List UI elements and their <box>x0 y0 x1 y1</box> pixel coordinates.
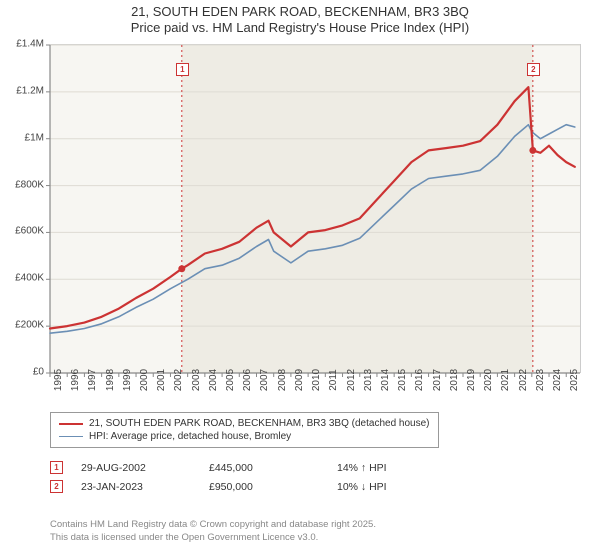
info-price: £950,000 <box>209 481 319 493</box>
x-tick-label: 2018 <box>449 369 460 391</box>
x-tick-label: 2012 <box>346 369 357 391</box>
x-tick-label: 1995 <box>53 369 64 391</box>
x-tick-label: 2006 <box>242 369 253 391</box>
info-table: 1 29-AUG-2002 £445,000 14% ↑ HPI 2 23-JAN-202… <box>50 458 447 496</box>
x-tick-label: 2020 <box>483 369 494 391</box>
x-tick-label: 2024 <box>552 369 563 391</box>
legend-label: 21, SOUTH EDEN PARK ROAD, BECKENHAM, BR3… <box>89 418 430 429</box>
footer-line-1: Contains HM Land Registry data © Crown c… <box>50 519 376 531</box>
x-tick-label: 2019 <box>466 369 477 391</box>
footer: Contains HM Land Registry data © Crown c… <box>50 519 376 544</box>
x-tick-label: 2017 <box>432 369 443 391</box>
x-tick-label: 2023 <box>535 369 546 391</box>
y-tick-label: £1M <box>25 132 44 143</box>
info-date: 29-AUG-2002 <box>81 462 191 474</box>
x-tick-label: 2013 <box>363 369 374 391</box>
x-tick-label: 2022 <box>518 369 529 391</box>
info-row: 2 23-JAN-2023 £950,000 10% ↓ HPI <box>50 477 447 496</box>
info-marker: 2 <box>50 480 63 493</box>
title-line-1: 21, SOUTH EDEN PARK ROAD, BECKENHAM, BR3… <box>0 4 600 20</box>
y-tick-label: £800K <box>15 179 44 190</box>
legend-swatch <box>59 436 83 437</box>
chart-marker-1: 1 <box>176 63 189 76</box>
info-delta: 10% ↓ HPI <box>337 481 447 493</box>
info-marker: 1 <box>50 461 63 474</box>
x-tick-label: 2000 <box>139 369 150 391</box>
legend-label: HPI: Average price, detached house, Brom… <box>89 431 291 442</box>
footer-line-2: This data is licensed under the Open Gov… <box>50 532 376 544</box>
x-tick-label: 1999 <box>122 369 133 391</box>
x-tick-label: 2009 <box>294 369 305 391</box>
legend-row: HPI: Average price, detached house, Brom… <box>59 430 430 443</box>
x-tick-label: 2004 <box>208 369 219 391</box>
title-line-2: Price paid vs. HM Land Registry's House … <box>0 20 600 36</box>
y-tick-label: £0 <box>33 367 44 378</box>
y-tick-label: £400K <box>15 273 44 284</box>
info-price: £445,000 <box>209 462 319 474</box>
chart-container: 21, SOUTH EDEN PARK ROAD, BECKENHAM, BR3… <box>0 0 600 560</box>
info-date: 23-JAN-2023 <box>81 481 191 493</box>
x-tick-label: 2001 <box>156 369 167 391</box>
x-tick-label: 2011 <box>328 369 339 391</box>
x-tick-label: 2005 <box>225 369 236 391</box>
legend-swatch <box>59 423 83 425</box>
x-tick-label: 2016 <box>414 369 425 391</box>
y-tick-label: £1.2M <box>16 85 44 96</box>
legend: 21, SOUTH EDEN PARK ROAD, BECKENHAM, BR3… <box>50 412 439 448</box>
x-tick-label: 2014 <box>380 369 391 391</box>
plot-svg <box>45 44 581 378</box>
x-tick-label: 2025 <box>569 369 580 391</box>
chart-area <box>50 44 581 373</box>
x-tick-label: 1998 <box>105 369 116 391</box>
y-tick-label: £200K <box>15 320 44 331</box>
info-row: 1 29-AUG-2002 £445,000 14% ↑ HPI <box>50 458 447 477</box>
info-delta: 14% ↑ HPI <box>337 462 447 474</box>
x-tick-label: 1996 <box>70 369 81 391</box>
x-tick-label: 1997 <box>87 369 98 391</box>
x-tick-label: 2015 <box>397 369 408 391</box>
x-tick-label: 2021 <box>500 369 511 391</box>
x-tick-label: 2007 <box>259 369 270 391</box>
x-tick-label: 2002 <box>173 369 184 391</box>
y-tick-label: £1.4M <box>16 39 44 50</box>
x-tick-label: 2003 <box>191 369 202 391</box>
legend-row: 21, SOUTH EDEN PARK ROAD, BECKENHAM, BR3… <box>59 417 430 430</box>
chart-marker-2: 2 <box>527 63 540 76</box>
title-block: 21, SOUTH EDEN PARK ROAD, BECKENHAM, BR3… <box>0 0 600 37</box>
y-tick-label: £600K <box>15 226 44 237</box>
x-tick-label: 2010 <box>311 369 322 391</box>
x-tick-label: 2008 <box>277 369 288 391</box>
